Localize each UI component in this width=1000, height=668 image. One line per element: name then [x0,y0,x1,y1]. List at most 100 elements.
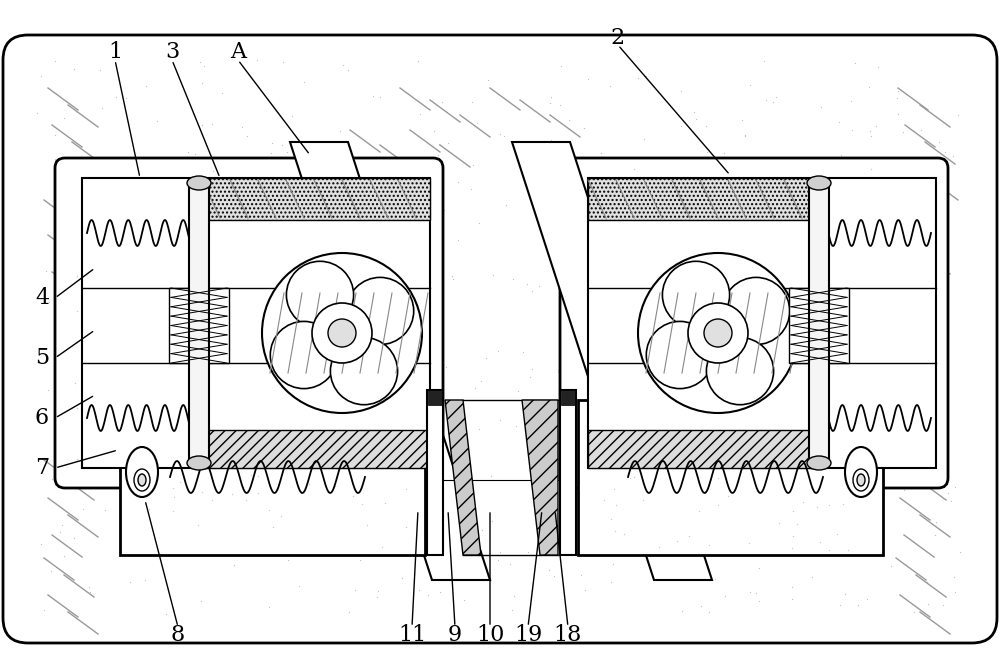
Point [450,234,466,245]
Point [173,512,189,522]
Point [162,322,178,333]
Point [236,240,252,250]
Point [693,601,709,611]
Point [542,98,558,108]
Point [756,56,772,67]
Point [471,424,487,434]
Point [56,380,72,391]
Point [81,582,97,593]
Point [365,91,381,102]
Point [616,529,632,540]
Point [688,114,704,124]
Point [846,459,862,470]
Point [97,244,113,255]
Point [176,318,192,329]
Point [608,373,624,384]
Point [352,330,368,341]
Point [679,185,695,196]
Point [747,444,763,455]
Point [703,331,719,341]
Point [319,299,335,309]
Point [793,281,809,291]
Point [392,548,408,559]
Point [655,420,671,431]
Point [345,315,361,325]
Point [910,295,926,306]
Point [784,432,800,442]
Point [809,501,825,512]
Point [161,509,177,520]
Point [784,594,800,605]
Point [137,574,153,585]
Point [291,268,307,279]
Point [651,421,667,432]
Point [769,500,785,511]
Point [883,561,899,572]
Point [543,135,559,146]
Point [628,440,644,450]
Point [176,445,192,456]
Point [854,304,870,315]
Point [292,323,308,333]
Point [302,269,318,279]
Point [236,444,252,454]
Point [235,482,251,492]
Point [646,253,662,264]
Point [635,524,651,535]
Point [849,484,865,494]
Point [456,595,472,606]
Point [484,516,500,526]
Point [897,405,913,415]
Point [861,81,877,92]
Point [748,588,764,599]
Point [592,437,608,448]
Point [546,475,562,486]
Point [88,409,104,420]
Point [263,429,279,440]
Point [263,148,279,158]
Point [372,92,388,102]
Point [123,411,139,422]
Text: 10: 10 [476,624,504,646]
Point [399,364,415,375]
Point [588,456,604,466]
Point [833,196,849,207]
Point [485,269,501,280]
Point [326,301,342,312]
Point [92,271,108,281]
Point [895,127,911,138]
Point [82,587,98,597]
Point [210,480,226,490]
Point [841,296,857,307]
Point [102,317,118,327]
Point [323,170,339,181]
Point [474,524,490,535]
Point [234,397,250,407]
Point [697,521,713,532]
Point [186,462,202,472]
Point [851,325,867,336]
Point [651,542,667,552]
Point [337,155,353,166]
Point [847,58,863,69]
Point [890,108,906,119]
Point [260,190,276,200]
Point [347,584,363,595]
Point [860,348,876,359]
Point [710,371,726,382]
Text: 2: 2 [611,27,625,49]
Point [678,204,694,215]
Point [165,506,181,516]
Point [667,387,683,397]
Point [669,535,685,546]
Point [97,505,113,516]
Point [596,160,612,170]
Point [781,444,797,454]
Point [564,222,580,233]
Point [168,189,184,200]
Point [900,327,916,338]
Point [824,277,840,288]
Point [505,274,521,285]
Point [236,442,252,452]
Point [523,409,539,420]
